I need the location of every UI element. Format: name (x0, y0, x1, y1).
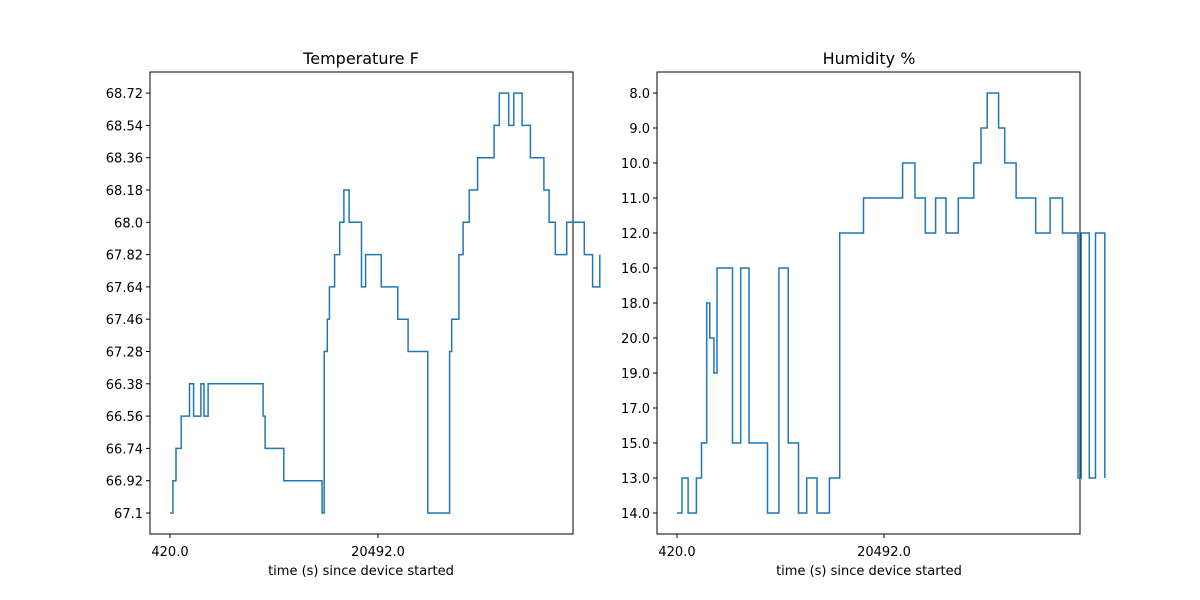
temperature-y-tick-label-68-0: 68.0 (114, 216, 143, 231)
temperature-x-axis: 420.0 20492.0 (151, 534, 405, 560)
temperature-x-tick-label-20492-0: 20492.0 (351, 545, 405, 560)
humidity-y-tick-label-16-0: 16.0 (621, 262, 650, 277)
temperature-y-axis: 67.1 66.92 66.74 66.56 66.38 67.28 67.46 67.64 6… (106, 87, 150, 522)
temperature-y-tick-label-66-56: 66.56 (106, 410, 143, 425)
temperature-x-axis-label: time (s) since device started (268, 564, 454, 579)
temperature-y-tick-label-68-72: 68.72 (106, 87, 143, 102)
humidity-y-tick-label-12-0: 12.0 (621, 227, 650, 242)
temperature-chart-title: Temperature F (302, 49, 419, 68)
temperature-series-line (170, 92, 601, 514)
temperature-chart-panel: Temperature F 67.166.9266.7466.5666.3867… (106, 49, 601, 579)
temperature-y-tick-label-66-74: 66.74 (106, 442, 143, 457)
temperature-y-tick-label-68-54: 68.54 (106, 119, 143, 134)
humidity-y-tick-label-17-0: 17.0 (621, 402, 650, 417)
humidity-y-axis: 14.0 13.0 15.0 17.0 19.0 20.0 18.0 16.0 12.0 11.0… (621, 87, 657, 522)
humidity-x-axis: 420.0 20492.0 (658, 534, 911, 560)
humidity-y-tick-label-19-0: 19.0 (621, 367, 650, 382)
humidity-series-line (677, 92, 1106, 514)
temperature-y-tick-label-67-46: 67.46 (106, 313, 143, 328)
temperature-y-tick-label-68-36: 68.36 (106, 152, 143, 167)
humidity-chart-title: Humidity % (823, 49, 916, 68)
humidity-y-tick-label-9-0: 9.0 (629, 122, 650, 137)
temperature-x-tick-label-420-0: 420.0 (151, 545, 188, 560)
humidity-y-tick-label-11-0: 11.0 (621, 192, 650, 207)
humidity-y-tick-label-20-0: 20.0 (621, 332, 650, 347)
humidity-x-axis-label: time (s) since device started (776, 564, 962, 579)
temperature-y-tick-label-66-92: 66.92 (106, 475, 143, 490)
temperature-y-tick-label-67-1: 67.1 (114, 507, 143, 522)
temperature-y-tick-label-67-28: 67.28 (106, 346, 143, 361)
humidity-y-tick-label-15-0: 15.0 (621, 437, 650, 452)
temperature-y-tick-label-68-18: 68.18 (106, 184, 143, 199)
humidity-chart-panel: Humidity % 14.013.015.017.019.020.018.01… (621, 49, 1106, 579)
humidity-y-tick-label-10-0: 10.0 (621, 157, 650, 172)
temperature-plot-area (149, 71, 574, 535)
humidity-y-tick-label-14-0: 14.0 (621, 507, 650, 522)
temperature-y-tick-label-67-82: 67.82 (106, 249, 143, 264)
humidity-x-tick-label-20492-0: 20492.0 (857, 545, 911, 560)
humidity-y-tick-label-13-0: 13.0 (621, 472, 650, 487)
humidity-y-tick-label-18-0: 18.0 (621, 297, 650, 312)
humidity-y-tick-label-8-0: 8.0 (629, 87, 650, 102)
humidity-x-tick-label-420-0: 420.0 (658, 545, 695, 560)
temperature-y-tick-label-66-38: 66.38 (106, 378, 143, 393)
temperature-y-tick-label-67-64: 67.64 (106, 281, 143, 296)
